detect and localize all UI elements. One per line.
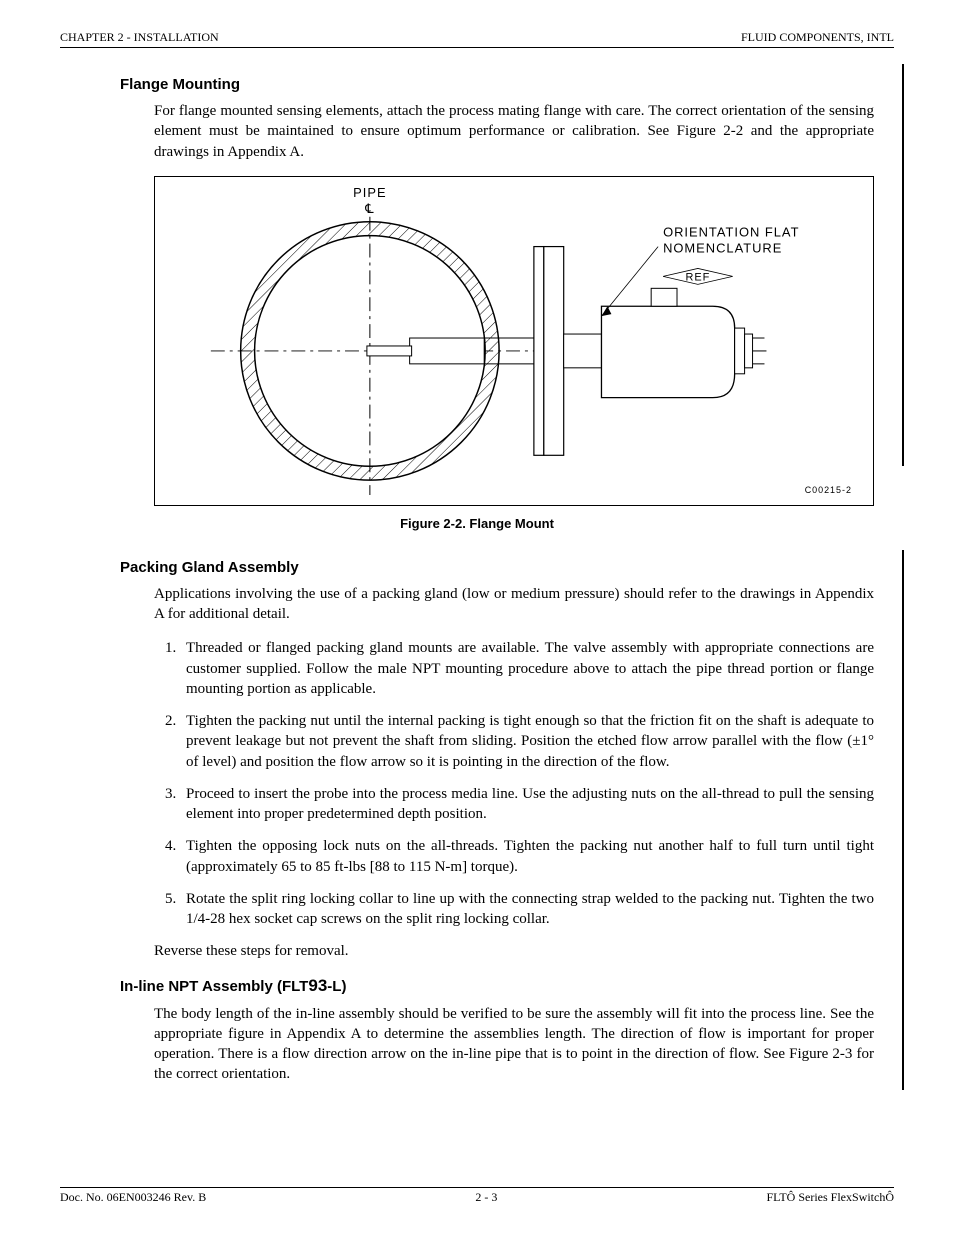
connector-1: [735, 328, 745, 374]
section2-closing: Reverse these steps for removal.: [154, 941, 874, 961]
label-ref: REF: [685, 271, 710, 283]
section-title-flange-mounting: Flange Mounting: [60, 76, 894, 93]
probe-stub: [410, 338, 485, 364]
label-orientation-2: NOMENCLATURE: [663, 240, 782, 255]
figure-svg: PIPE ℄: [155, 177, 873, 505]
drawing-number: C00215-2: [805, 485, 852, 495]
top-conduit: [651, 288, 677, 306]
section-title-packing-gland: Packing Gland Assembly: [60, 559, 894, 576]
section-title-inline-npt: In-line NPT Assembly (FLT93-L): [60, 976, 894, 996]
accent-line-1: [902, 64, 904, 466]
connector-2: [745, 334, 753, 368]
flange-back: [544, 246, 564, 455]
accent-line-2: [902, 550, 904, 1090]
flange-front: [534, 246, 544, 455]
step-2: Tighten the packing nut until the intern…: [180, 711, 874, 772]
page-header: CHAPTER 2 - INSTALLATION FLUID COMPONENT…: [60, 30, 894, 48]
footer-left: Doc. No. 06EN003246 Rev. B: [60, 1190, 206, 1205]
s3-title-bold: 93: [308, 976, 327, 995]
document-page: CHAPTER 2 - INSTALLATION FLUID COMPONENT…: [0, 0, 954, 1235]
page-footer: Doc. No. 06EN003246 Rev. B 2 - 3 FLTÔ Se…: [60, 1187, 894, 1205]
sensor-housing: [601, 306, 734, 397]
nipple: [564, 334, 602, 368]
section1-paragraph: For flange mounted sensing elements, att…: [154, 101, 874, 162]
footer-right: FLTÔ Series FlexSwitchÔ: [766, 1190, 894, 1205]
figure-2-2: PIPE ℄: [154, 176, 874, 506]
step-3: Proceed to insert the probe into the pro…: [180, 784, 874, 825]
header-right: FLUID COMPONENTS, INTL: [741, 30, 894, 45]
step-4: Tighten the opposing lock nuts on the al…: [180, 836, 874, 877]
section3-paragraph: The body length of the in-line assembly …: [154, 1004, 874, 1085]
s3-title-prefix: In-line NPT Assembly (FLT: [120, 978, 308, 995]
step-1: Threaded or flanged packing gland mounts…: [180, 638, 874, 699]
header-left: CHAPTER 2 - INSTALLATION: [60, 30, 219, 45]
footer-center: 2 - 3: [475, 1190, 497, 1205]
s3-title-suffix: -L): [327, 978, 346, 995]
packing-gland-steps: Threaded or flanged packing gland mounts…: [154, 638, 874, 929]
step-5: Rotate the split ring locking collar to …: [180, 889, 874, 930]
probe-tip: [367, 346, 412, 356]
figure-caption: Figure 2-2. Flange Mount: [60, 516, 894, 531]
label-orientation-1: ORIENTATION FLAT: [663, 224, 799, 239]
section2-paragraph: Applications involving the use of a pack…: [154, 584, 874, 625]
